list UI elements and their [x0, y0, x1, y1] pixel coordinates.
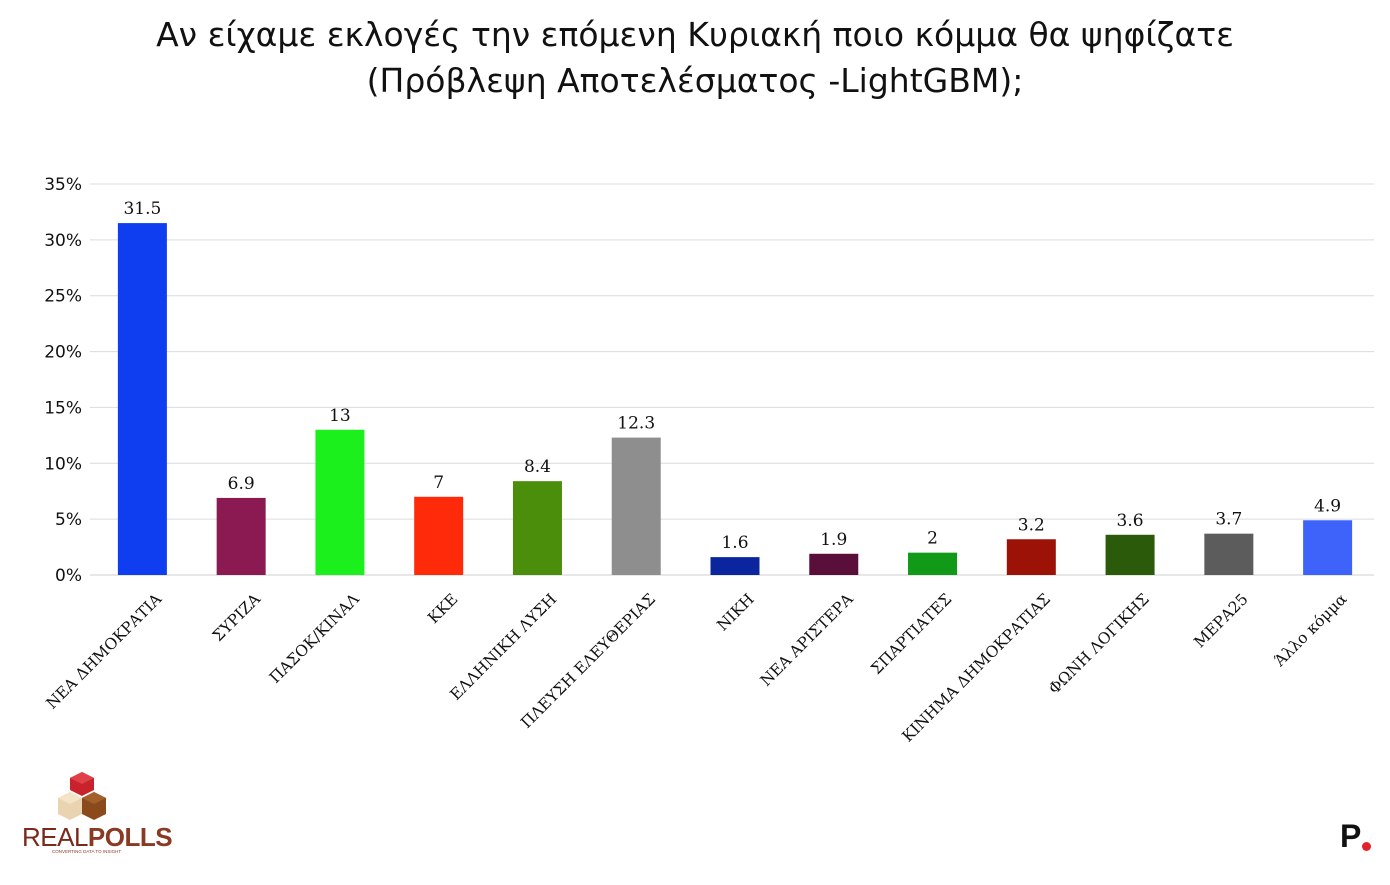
category-label: ΣΥΡΙΖΑ — [209, 590, 265, 646]
data-label: 12.3 — [617, 414, 655, 434]
publisher-dot — [1362, 842, 1371, 851]
data-label: 2 — [927, 529, 938, 549]
category-label: ΠΑΣΟΚ/ΚΙΝΑΛ — [266, 590, 363, 687]
bar — [710, 557, 760, 575]
y-tick-label: 30% — [44, 231, 82, 251]
bar — [216, 497, 266, 575]
bar — [611, 437, 661, 575]
category-label: ΚΚΕ — [424, 590, 461, 627]
data-label: 3.7 — [1215, 510, 1242, 530]
data-label: 3.6 — [1117, 511, 1144, 531]
data-label: 1.9 — [820, 530, 847, 550]
y-tick-label: 20% — [44, 343, 82, 363]
chart-title-line-1: Αν είχαμε εκλογές την επόμενη Κυριακή πο… — [156, 15, 1234, 54]
data-label: 7 — [433, 473, 444, 493]
chart-title-line-2: (Πρόβλεψη Αποτελέσματος -LightGBM); — [366, 61, 1024, 100]
y-tick-label: 0% — [55, 566, 82, 586]
category-label: ΝΕΑ ΔΗΜΟΚΡΑΤΙΑ — [43, 590, 166, 713]
bar — [1303, 520, 1353, 575]
cube-stack-icon — [58, 772, 106, 820]
data-labels: 31.5 6.9 13 7 8.4 12.3 1.6 1.9 2 3.2 3.6 3.7 4.9 — [123, 199, 1341, 553]
publisher-mark: P — [1340, 818, 1362, 854]
y-tick-label: 35% — [44, 175, 82, 195]
category-labels: ΝΕΑ ΔΗΜΟΚΡΑΤΙΑ ΣΥΡΙΖΑ ΠΑΣΟΚ/ΚΙΝΑΛ ΚΚΕΕΛΛΗΝΙ… — [43, 590, 1351, 746]
category-label: ΝΙΚΗ — [713, 590, 757, 634]
bar — [1204, 533, 1254, 575]
bar — [512, 481, 562, 575]
bar — [809, 553, 859, 575]
data-label: 3.2 — [1018, 515, 1045, 535]
logo-wordmark: REALPOLLS — [22, 822, 173, 853]
category-label: ΝΕΑ ΑΡΙΣΤΕΡΑ — [757, 590, 857, 690]
data-label: 6.9 — [228, 474, 255, 494]
category-label: ΕΛΛΗΝΙΚΗ ΛΥΣΗ — [447, 590, 561, 704]
logo-tagline: CONVERTING DATA TO INSIGHT — [52, 849, 122, 854]
bar — [908, 552, 958, 575]
gridlines — [90, 183, 1374, 576]
data-label: 1.6 — [721, 533, 748, 553]
data-label: 31.5 — [123, 199, 161, 219]
category-label: ΣΠΑΡΤΙΑΤΕΣ — [867, 590, 955, 678]
bar — [414, 496, 464, 575]
bar — [1105, 534, 1155, 575]
y-tick-label: 5% — [55, 510, 82, 530]
bar — [315, 429, 365, 575]
y-tick-label: 25% — [44, 287, 82, 307]
data-label: 8.4 — [524, 457, 551, 477]
bar — [1006, 539, 1056, 575]
category-label: ΜΕΡΑ25 — [1190, 590, 1251, 651]
logo-text-bold: POLLS — [87, 822, 173, 852]
y-tick-label: 15% — [44, 398, 82, 418]
bar — [117, 223, 167, 575]
logo-text-light: REAL — [22, 822, 88, 852]
bars — [117, 223, 1353, 575]
realpolls-logo: REALPOLLS CONVERTING DATA TO INSIGHT — [22, 770, 173, 860]
chart-title: Αν είχαμε εκλογές την επόμενη Κυριακή πο… — [0, 12, 1390, 104]
y-tick-label: 10% — [44, 454, 82, 474]
y-axis-ticks: 0% 5% 10% 15% 20% 25% 30% 35% — [44, 175, 82, 586]
category-label: ΦΩΝΗ ΛΟΓΙΚΗΣ — [1045, 590, 1153, 698]
data-label: 4.9 — [1314, 496, 1341, 516]
data-label: 13 — [329, 406, 351, 426]
category-label: Άλλο κόμμα — [1270, 590, 1351, 671]
